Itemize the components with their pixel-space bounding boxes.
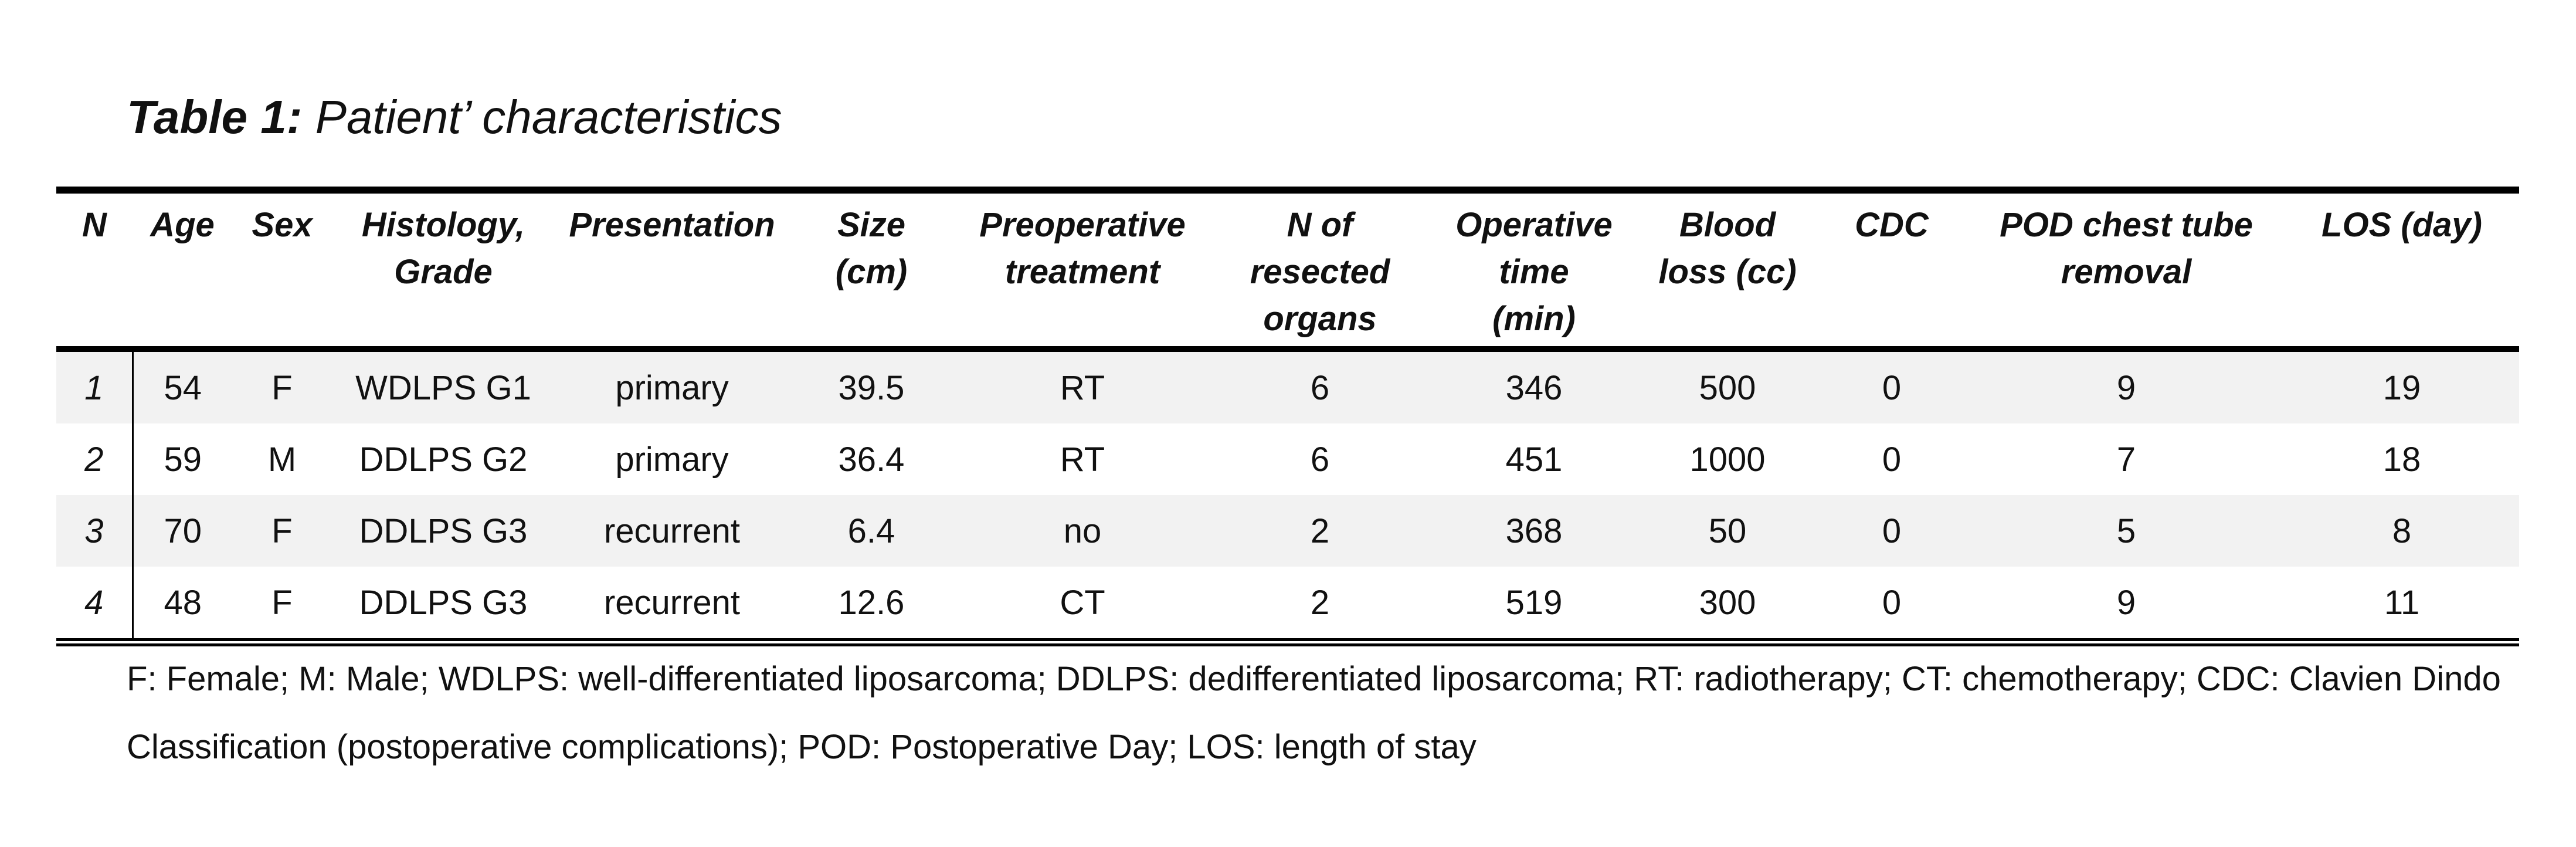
header-preoperative-treatment: Preoperative treatment: [953, 190, 1211, 349]
cell-histology: DDLPS G3: [332, 495, 555, 567]
header-cdc: CDC: [1815, 190, 1968, 349]
cell-los: 18: [2382, 440, 2421, 479]
table-footnote: F: Female; M: Male; WDLPS: well-differen…: [127, 660, 2501, 766]
header-sex-line: Sex: [252, 206, 313, 244]
header-resected-line-1: N of: [1287, 206, 1353, 244]
cell-sex: F: [232, 495, 332, 567]
header-age: Age: [133, 190, 232, 349]
cell-resected-organs: 6: [1211, 349, 1428, 424]
cell-pod-chest-tube: 9: [1968, 349, 2285, 424]
cell-cdc: 0: [1815, 567, 1968, 646]
cell-n: 3: [56, 495, 134, 567]
cell-presentation: primary: [615, 440, 729, 479]
cell-resected-organs: 2: [1211, 495, 1428, 567]
cell-operative-time: 519: [1428, 567, 1640, 646]
header-operative-time: Operative time (min): [1428, 190, 1640, 349]
patient-characteristics-table: N Age Sex Histology, Grade Presentation …: [56, 187, 2519, 646]
cell-n: 2: [56, 424, 134, 495]
header-size-line-1: Size: [837, 206, 906, 244]
header-resected-line-3: organs: [1263, 300, 1377, 338]
header-blood-loss: Blood loss (cc): [1640, 190, 1815, 349]
cell-histology: WDLPS G1: [332, 349, 555, 424]
header-presentation-line: Presentation: [569, 206, 775, 244]
table-row: 4 48 F DDLPS G3 recurrent 12.6 CT 2 519 …: [56, 567, 2519, 646]
cell-age: 54: [133, 349, 232, 424]
cell-operative-time: 451: [1505, 440, 1563, 479]
cell-n: 4: [56, 567, 134, 646]
cell-n: 1: [56, 349, 134, 424]
header-n-line: N: [82, 206, 107, 244]
header-preoperative-line-2: treatment: [1004, 253, 1160, 291]
cell-pod-chest-tube: 7: [2116, 440, 2136, 479]
header-pod-line-1: POD chest tube: [2000, 206, 2253, 244]
header-preoperative-line-1: Preoperative: [979, 206, 1186, 244]
cell-pod-chest-tube: 9: [1968, 567, 2285, 646]
header-sex: Sex: [232, 190, 332, 349]
table-title-text: Patient’ characteristics: [315, 91, 782, 143]
table-row: 1 54 F WDLPS G1 primary 39.5 RT 6 346 50…: [56, 349, 2519, 424]
header-operative-line-3: (min): [1492, 300, 1576, 338]
table-row: 3 70 F DDLPS G3 recurrent 6.4 no 2 368 5…: [56, 495, 2519, 567]
cell-age: 48: [133, 567, 232, 646]
header-presentation: Presentation: [555, 190, 789, 349]
cell-size: 36.4: [838, 440, 905, 479]
header-n: N: [56, 190, 133, 349]
header-histology-line-1: Histology,: [361, 206, 525, 244]
cell-operative-time: 346: [1428, 349, 1640, 424]
table-title: Table 1: Patient’ characteristics: [127, 94, 782, 141]
cell-cdc: 0: [1815, 495, 1968, 567]
cell-histology: DDLPS G2: [359, 440, 528, 479]
cell-blood-loss: 50: [1640, 495, 1815, 567]
cell-preoperative-treatment: CT: [953, 567, 1211, 646]
header-size: Size (cm): [789, 190, 953, 349]
table-row: 2 59 M DDLPS G2 primary 36.4 RT 6 451 10…: [56, 424, 2519, 495]
cell-blood-loss: 300: [1640, 567, 1815, 646]
header-los-line: LOS (day): [2322, 206, 2482, 244]
header-los: LOS (day): [2285, 190, 2519, 349]
cell-preoperative-treatment: RT: [1060, 440, 1105, 479]
cell-preoperative-treatment: RT: [953, 349, 1211, 424]
cell-sex: F: [232, 349, 332, 424]
header-blood-line-2: loss (cc): [1658, 253, 1797, 291]
cell-cdc: 0: [1815, 349, 1968, 424]
cell-los: 11: [2285, 567, 2519, 646]
header-row: N Age Sex Histology, Grade Presentation …: [56, 190, 2519, 349]
header-operative-line-2: time: [1499, 253, 1569, 291]
cell-pod-chest-tube: 5: [1968, 495, 2285, 567]
cell-age: 59: [164, 440, 202, 479]
header-resected-line-2: resected: [1250, 253, 1390, 291]
header-blood-line-1: Blood: [1679, 206, 1776, 244]
cell-los: 19: [2285, 349, 2519, 424]
header-pod-line-2: removal: [2061, 253, 2192, 291]
cell-operative-time: 368: [1428, 495, 1640, 567]
header-histology: Histology, Grade: [332, 190, 555, 349]
cell-cdc: 0: [1882, 440, 1902, 479]
cell-blood-loss: 1000: [1689, 440, 1766, 479]
header-pod-chest-tube: POD chest tube removal: [1968, 190, 2285, 349]
cell-presentation: recurrent: [555, 567, 789, 646]
cell-presentation: recurrent: [555, 495, 789, 567]
cell-presentation: primary: [555, 349, 789, 424]
cell-histology: DDLPS G3: [332, 567, 555, 646]
header-resected-organs: N of resected organs: [1211, 190, 1428, 349]
header-histology-line-2: Grade: [394, 253, 493, 291]
cell-sex: M: [267, 440, 297, 479]
header-age-line: Age: [150, 206, 215, 244]
cell-resected-organs: 2: [1211, 567, 1428, 646]
cell-preoperative-treatment: no: [953, 495, 1211, 567]
cell-resected-organs: 6: [1310, 440, 1330, 479]
header-size-line-2: (cm): [835, 253, 908, 291]
header-operative-line-1: Operative: [1455, 206, 1613, 244]
cell-age: 70: [133, 495, 232, 567]
cell-size: 6.4: [789, 495, 953, 567]
header-cdc-line: CDC: [1855, 206, 1929, 244]
table-title-label: Table 1:: [127, 91, 303, 143]
cell-blood-loss: 500: [1640, 349, 1815, 424]
cell-size: 12.6: [789, 567, 953, 646]
cell-sex: F: [232, 567, 332, 646]
cell-size: 39.5: [789, 349, 953, 424]
cell-los: 8: [2285, 495, 2519, 567]
